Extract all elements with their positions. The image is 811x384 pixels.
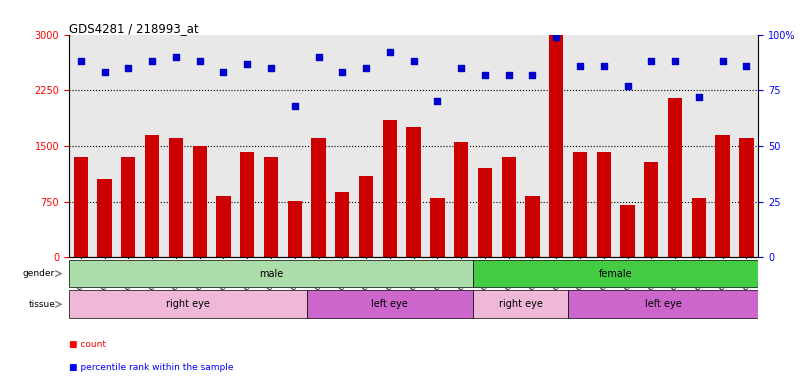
Point (668, 58, 681, 65)
Bar (359, 175, 373, 257)
Point (716, 58, 729, 65)
Bar (549, 35, 564, 257)
Text: right eye: right eye (166, 299, 210, 310)
Point (241, 60, 254, 66)
Bar (69, 260, 473, 287)
Bar (311, 139, 326, 257)
Point (573, 63, 586, 69)
Bar (620, 205, 635, 257)
Bar (569, 291, 758, 318)
Bar (431, 198, 444, 257)
Bar (473, 260, 758, 287)
Point (645, 58, 658, 65)
Bar (526, 196, 539, 257)
Point (359, 65, 372, 71)
Bar (478, 168, 492, 257)
Bar (169, 139, 183, 257)
Text: ■ count: ■ count (69, 341, 106, 349)
Text: left eye: left eye (645, 299, 681, 310)
Bar (573, 152, 587, 257)
Bar (473, 291, 569, 318)
Bar (264, 157, 278, 257)
Text: female: female (599, 268, 633, 279)
Point (693, 94, 706, 100)
Point (217, 70, 230, 76)
Bar (383, 120, 397, 257)
Text: right eye: right eye (499, 299, 543, 310)
Bar (715, 135, 730, 257)
Text: left eye: left eye (371, 299, 408, 310)
Bar (192, 146, 207, 257)
Point (550, 34, 563, 40)
Text: ■ percentile rank within the sample: ■ percentile rank within the sample (69, 364, 234, 372)
Bar (501, 157, 516, 257)
Bar (74, 157, 88, 257)
Text: tissue: tissue (28, 300, 55, 309)
Point (526, 71, 539, 78)
Bar (69, 291, 307, 318)
Point (336, 70, 349, 76)
Point (455, 65, 468, 71)
Point (502, 71, 515, 78)
Point (122, 65, 135, 71)
Point (597, 63, 610, 69)
Point (431, 98, 444, 104)
Point (146, 58, 159, 65)
Bar (740, 139, 753, 257)
Point (312, 54, 325, 60)
Bar (668, 98, 682, 257)
Bar (406, 127, 421, 257)
Point (407, 58, 420, 65)
Text: male: male (259, 268, 283, 279)
Bar (335, 192, 350, 257)
Bar (597, 152, 611, 257)
Bar (240, 152, 255, 257)
Text: GDS4281 / 218993_at: GDS4281 / 218993_at (69, 22, 199, 35)
Bar (288, 201, 302, 257)
Bar (692, 198, 706, 257)
Bar (121, 157, 135, 257)
Point (288, 103, 301, 109)
Point (384, 49, 397, 55)
Bar (145, 135, 159, 257)
Text: gender: gender (23, 269, 55, 278)
Point (75, 58, 88, 65)
Point (264, 65, 277, 71)
Bar (454, 142, 468, 257)
Bar (307, 291, 473, 318)
Bar (644, 162, 659, 257)
Point (621, 83, 634, 89)
Point (193, 58, 206, 65)
Point (740, 63, 753, 69)
Point (478, 71, 491, 78)
Bar (97, 179, 112, 257)
Point (169, 54, 182, 60)
Point (98, 70, 111, 76)
Bar (217, 196, 230, 257)
